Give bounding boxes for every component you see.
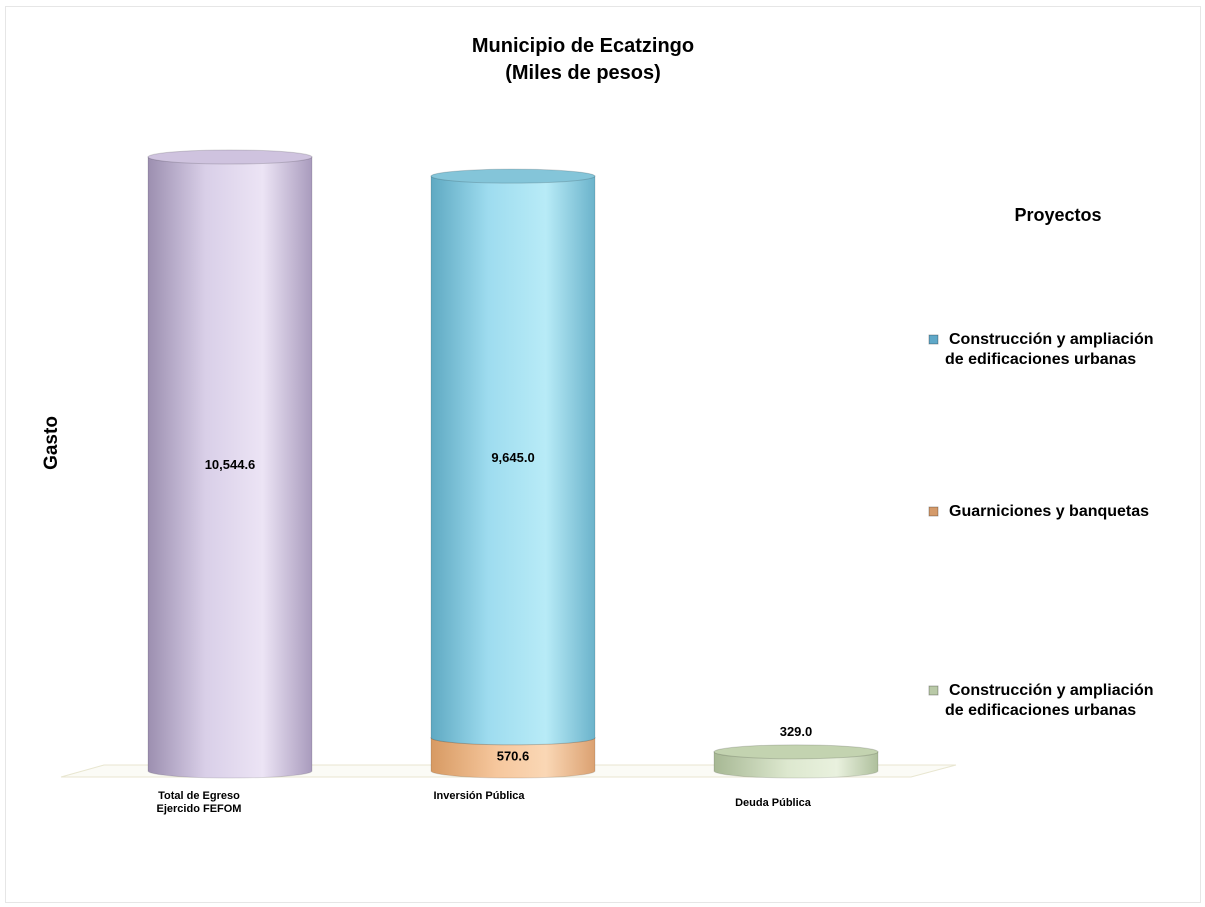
legend-item: Construcción y ampliación de edificacione… — [928, 331, 1153, 368]
bar-cap — [147, 149, 313, 165]
legend-label: de edificaciones urbanas — [945, 351, 1136, 368]
legend-swatch — [928, 506, 939, 517]
legend-item: Guarniciones y banquetas — [928, 503, 1149, 520]
bar-cap — [713, 744, 879, 760]
chart-title: Municipio de Ecatzingo — [472, 35, 694, 57]
bar-body — [713, 751, 879, 779]
legend-label: de edificaciones urbanas — [945, 702, 1136, 719]
chart-svg: Municipio de Ecatzingo (Miles de pesos) … — [41, 35, 1153, 815]
legend-group: Construcción y ampliación de edificacione… — [928, 331, 1153, 719]
legend-label: Construcción y ampliación — [949, 682, 1153, 699]
legend-label: Guarniciones y banquetas — [949, 503, 1149, 520]
legend-swatch — [928, 685, 939, 696]
category-label: Deuda Pública — [735, 797, 812, 809]
data-label: 329.0 — [780, 724, 813, 739]
category-label: Total de Egreso — [158, 790, 240, 802]
category-label: Inversión Pública — [433, 790, 525, 802]
chart-frame: Municipio de Ecatzingo (Miles de pesos) … — [5, 6, 1201, 903]
y-axis-label: Gasto — [41, 416, 62, 470]
data-label: 570.6 — [497, 748, 530, 763]
bars-group: 10,544.6 570.6 9,645.0 329.0 — [147, 149, 879, 779]
legend-label: Construcción y ampliación — [949, 331, 1153, 348]
bar-cap — [430, 168, 596, 184]
category-label: Ejercido FEFOM — [157, 803, 242, 815]
bar-body — [147, 156, 313, 779]
legend-item: Construcción y ampliación de edificacione… — [928, 682, 1153, 719]
data-label: 9,645.0 — [491, 450, 534, 465]
legend-title: Proyectos — [1014, 205, 1101, 225]
bar-segment — [713, 744, 879, 779]
bar-body — [430, 175, 596, 746]
bar-segment — [430, 168, 596, 746]
bar-segment — [147, 149, 313, 779]
chart-subtitle: (Miles de pesos) — [505, 62, 661, 84]
bar-body — [430, 737, 596, 779]
legend-swatch — [928, 334, 939, 345]
data-label: 10,544.6 — [205, 457, 256, 472]
